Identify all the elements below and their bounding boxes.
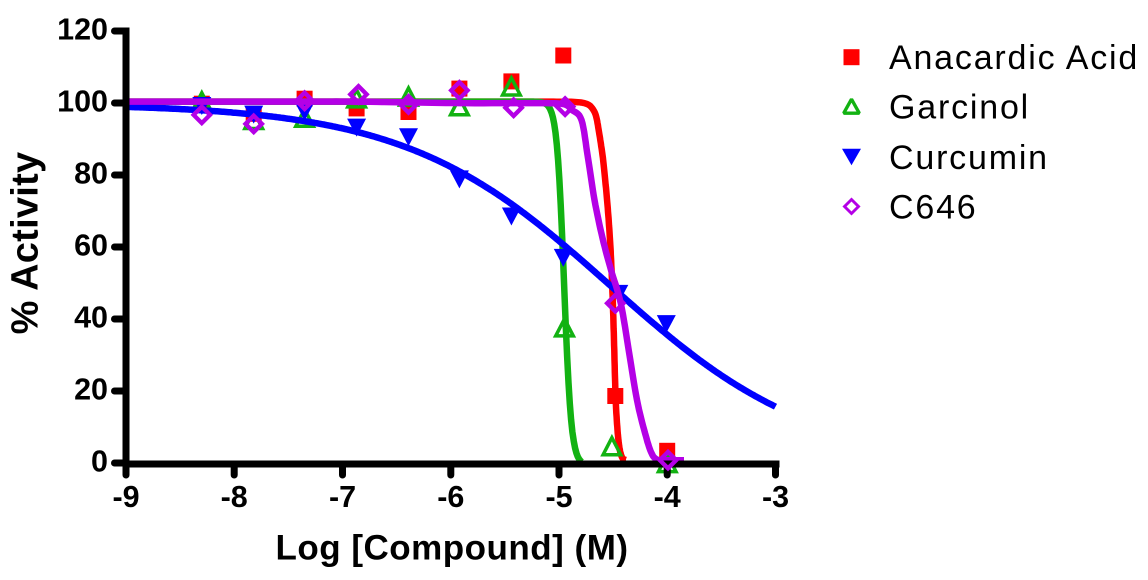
svg-text:60: 60	[74, 228, 108, 262]
svg-text:Log [Compound] (M): Log [Compound] (M)	[275, 529, 628, 568]
svg-text:% Activity: % Activity	[5, 152, 47, 335]
svg-text:40: 40	[74, 300, 108, 334]
svg-text:Garcinol: Garcinol	[889, 88, 1030, 126]
svg-text:100: 100	[57, 84, 108, 118]
svg-text:20: 20	[74, 372, 108, 406]
svg-text:-6: -6	[437, 480, 464, 514]
svg-text:-7: -7	[329, 480, 356, 514]
svg-text:-8: -8	[221, 480, 248, 514]
svg-text:Curcumin: Curcumin	[889, 139, 1049, 177]
svg-text:80: 80	[74, 156, 108, 190]
svg-text:-3: -3	[762, 480, 789, 514]
svg-text:-4: -4	[654, 480, 681, 514]
svg-text:C646: C646	[889, 188, 977, 226]
svg-text:-5: -5	[545, 480, 572, 514]
svg-text:Anacardic Acid: Anacardic Acid	[889, 39, 1139, 77]
svg-text:120: 120	[57, 12, 108, 46]
svg-text:-9: -9	[112, 480, 139, 514]
svg-text:0: 0	[91, 444, 108, 478]
